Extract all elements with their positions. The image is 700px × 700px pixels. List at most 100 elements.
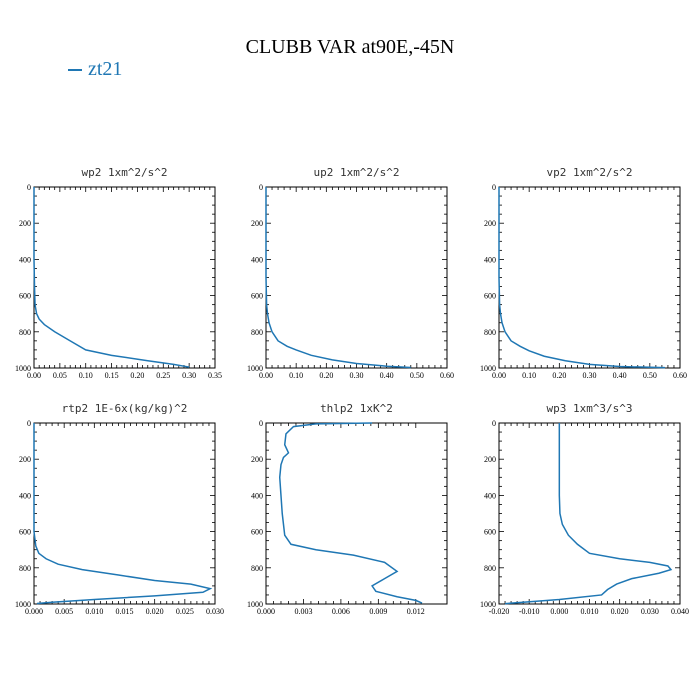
legend-label: zt21 [88,58,123,80]
x-tick-label: 0.15 [105,371,119,380]
series-line-zt21 [265,187,411,369]
panel-wp2: wp2 1xm^2/s^2 0.00 0.05 0.10 0.15 0.20 0.25 0.3… [15,166,222,380]
legend-line-icon [68,69,82,72]
series-line-zt21 [33,187,190,368]
x-tick-label: 0.030 [206,607,224,616]
x-tick-label: 0.005 [55,607,73,616]
panel-title: rtp2 1E-6x(kg/kg)^2 [62,402,188,415]
x-tick-label: 0.025 [176,607,194,616]
x-tick-label: 0.00 [259,371,273,380]
y-tick-label: 1000 [15,600,31,609]
plot-frame [33,186,216,369]
x-tick-label: 0.030 [641,607,659,616]
panel-vp2: vp2 1xm^2/s^2 0.00 0.10 0.20 0.30 0.40 0.50 0.6… [480,166,687,380]
x-tick-label: -0.020 [489,607,510,616]
series-line-zt21 [278,422,423,604]
y-tick-label: 0 [492,419,496,428]
x-tick-label: -0.010 [519,607,540,616]
y-tick-label: 0 [492,183,496,192]
y-tick-label: 800 [251,328,263,337]
panel-wp3: wp3 1xm^3/s^3 -0.020 -0.010 0.000 0.010 0.020… [480,402,689,616]
y-tick-label: 800 [484,564,496,573]
y-tick-label: 600 [484,528,496,537]
panel-title: wp3 1xm^3/s^3 [546,402,632,415]
y-tick-label: 200 [251,219,263,228]
y-tick-label: 800 [19,564,31,573]
x-tick-label: 0.009 [369,607,387,616]
x-tick-label: 0.10 [79,371,93,380]
panel-title: wp2 1xm^2/s^2 [81,166,167,179]
y-tick-label: 1000 [15,364,31,373]
main-title: CLUBB VAR at90E,-45N [245,36,455,58]
series-line-zt21 [498,187,665,369]
y-tick-label: 1000 [247,600,263,609]
plot-frame [498,422,681,605]
series-line-zt21 [504,423,673,605]
x-tick-label: 0.20 [552,371,566,380]
y-tick-label: 200 [19,219,31,228]
y-tick-label: 600 [19,528,31,537]
y-tick-label: 0 [259,419,263,428]
x-tick-label: 0.012 [407,607,425,616]
y-tick-label: 200 [251,455,263,464]
x-tick-label: 0.010 [581,607,599,616]
x-tick-label: 0.020 [611,607,629,616]
panel-up2: up2 1xm^2/s^2 0.00 0.10 0.20 0.30 0.40 0.50 0.6… [247,166,454,380]
y-tick-label: 600 [19,292,31,301]
y-tick-label: 400 [19,491,31,500]
y-tick-label: 0 [27,419,31,428]
y-tick-label: 200 [19,455,31,464]
x-tick-label: 0.35 [208,371,222,380]
x-tick-label: 0.20 [319,371,333,380]
x-tick-label: 0.015 [116,607,134,616]
x-tick-label: 0.30 [182,371,196,380]
panel-rtp2: rtp2 1E-6x(kg/kg)^2 0.000 0.005 0.010 0.015 0… [15,402,224,616]
x-tick-label: 0.60 [673,371,687,380]
series-line-zt21 [33,423,213,605]
panel-thlp2: thlp2 1xK^2 0.000 0.003 0.006 0.009 0.012 0 200… [247,402,448,616]
plot-frame [265,186,448,369]
x-tick-label: 0.10 [289,371,303,380]
y-tick-label: 400 [484,491,496,500]
x-tick-label: 0.040 [671,607,689,616]
x-tick-label: 0.000 [25,607,43,616]
y-tick-label: 1000 [247,364,263,373]
x-tick-label: 0.60 [440,371,454,380]
y-tick-label: 0 [259,183,263,192]
y-tick-label: 800 [19,328,31,337]
x-tick-label: 0.00 [27,371,41,380]
x-tick-label: 0.10 [522,371,536,380]
x-tick-label: 0.40 [380,371,394,380]
x-tick-label: 0.006 [332,607,350,616]
x-tick-label: 0.20 [130,371,144,380]
x-tick-label: 0.25 [156,371,170,380]
y-tick-label: 600 [251,528,263,537]
x-tick-label: 0.40 [613,371,627,380]
y-tick-label: 0 [27,183,31,192]
y-tick-label: 600 [251,292,263,301]
y-tick-label: 400 [251,255,263,264]
panel-title: vp2 1xm^2/s^2 [546,166,632,179]
x-tick-label: 0.000 [257,607,275,616]
y-tick-label: 1000 [480,600,496,609]
x-tick-label: 0.30 [350,371,364,380]
y-tick-label: 400 [19,255,31,264]
x-tick-label: 0.50 [410,371,424,380]
x-tick-label: 0.50 [643,371,657,380]
x-tick-label: 0.020 [146,607,164,616]
y-tick-label: 400 [251,491,263,500]
y-tick-label: 200 [484,455,496,464]
plot-frame [33,422,216,605]
y-tick-label: 800 [484,328,496,337]
y-tick-label: 400 [484,255,496,264]
x-tick-label: 0.30 [583,371,597,380]
y-tick-label: 800 [251,564,263,573]
x-tick-label: 0.00 [492,371,506,380]
y-tick-label: 1000 [480,364,496,373]
panel-title: thlp2 1xK^2 [320,402,393,415]
x-tick-label: 0.000 [550,607,568,616]
plot-frame [265,422,448,605]
legend: zt21 [68,58,122,81]
x-tick-label: 0.003 [294,607,312,616]
